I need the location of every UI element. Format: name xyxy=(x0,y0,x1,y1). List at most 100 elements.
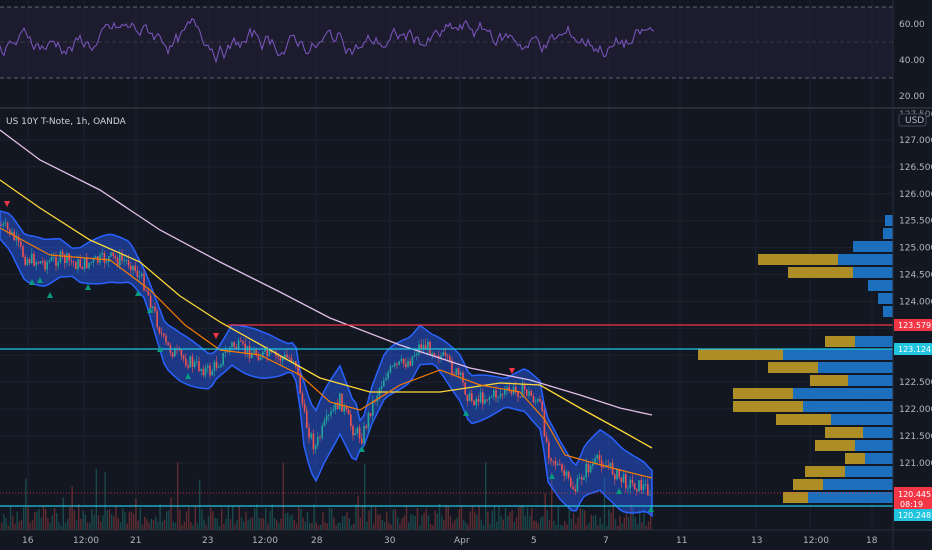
candle-body xyxy=(0,225,2,226)
price-tick: 121.000 xyxy=(899,459,932,469)
volume-bar xyxy=(566,524,568,530)
candle-body xyxy=(622,474,625,483)
candle-body xyxy=(323,420,326,426)
candle-body xyxy=(46,262,48,270)
sell-signal-marker xyxy=(213,333,219,339)
volume-bar xyxy=(555,524,557,530)
volume-profile-down xyxy=(815,440,855,451)
volume-bar xyxy=(485,462,487,530)
volume-profile-down xyxy=(698,349,783,360)
candle-body xyxy=(35,262,37,266)
candle-body xyxy=(387,372,389,379)
volume-bar xyxy=(7,525,9,530)
volume-profile-down xyxy=(783,492,808,503)
volume-bar xyxy=(218,525,221,530)
volume-bar xyxy=(80,518,82,530)
volume-bar xyxy=(163,519,166,530)
volume-bar xyxy=(377,514,379,530)
candle-body xyxy=(198,361,200,371)
candle-body xyxy=(20,241,22,247)
volume-bar xyxy=(394,509,397,530)
candle-body xyxy=(167,342,169,346)
volume-bar xyxy=(212,511,214,530)
volume-bar xyxy=(647,521,650,530)
candle-body xyxy=(482,392,484,404)
resistance-price-tag[interactable] xyxy=(894,319,932,331)
volume-bar xyxy=(430,524,432,530)
volume-bar xyxy=(295,523,298,530)
time-tick: 13 xyxy=(751,536,762,546)
support-price-tag[interactable] xyxy=(894,343,932,355)
volume-bar xyxy=(124,511,126,530)
candle-body xyxy=(636,489,638,492)
time-tick: 28 xyxy=(311,536,323,546)
volume-bar xyxy=(491,510,493,530)
volume-bar xyxy=(58,522,60,530)
volume-profile-up xyxy=(885,215,893,226)
candle-body xyxy=(200,369,202,371)
candle-body xyxy=(88,262,90,268)
volume-bar xyxy=(339,522,342,530)
currency-badge[interactable] xyxy=(898,113,927,127)
volume-bar xyxy=(100,521,102,530)
buy-signal-marker xyxy=(47,292,53,298)
candle-body xyxy=(149,295,152,309)
price-axis[interactable]: 60.00 40.00 20.00 127.500 USD 127.000126… xyxy=(892,0,932,550)
candle-body xyxy=(627,488,629,489)
candle-body xyxy=(361,438,363,444)
volume-bar xyxy=(474,511,476,530)
volume-profile-up xyxy=(883,228,893,239)
volume-bar xyxy=(535,521,537,530)
volume-bar xyxy=(496,521,498,530)
volume-bar xyxy=(249,518,251,530)
volume-bar xyxy=(408,522,410,530)
volume-bar xyxy=(190,522,192,530)
volume-bar xyxy=(320,524,322,530)
candle-body xyxy=(154,306,156,312)
volume-bar xyxy=(95,468,97,530)
volume-bar xyxy=(449,516,452,530)
low-price-label: 120.248 xyxy=(898,511,931,520)
volume-bar xyxy=(469,511,471,530)
symbol-title[interactable]: US 10Y T-Note, 1h, OANDA xyxy=(6,117,127,127)
candle-body xyxy=(539,399,541,402)
volume-bar xyxy=(64,522,67,530)
volume-bar xyxy=(553,520,555,530)
time-tick: 5 xyxy=(531,536,537,546)
time-tick: 21 xyxy=(130,536,141,546)
candle-body xyxy=(466,394,469,401)
volume-bar xyxy=(333,517,335,530)
volume-bar xyxy=(570,518,573,530)
candle-body xyxy=(231,342,233,348)
price-pane[interactable] xyxy=(0,129,893,530)
rsi-pane[interactable] xyxy=(0,6,893,79)
volume-bar xyxy=(564,521,566,530)
bar-countdown-label: 08:19 xyxy=(900,500,923,509)
candle-body xyxy=(50,257,53,261)
volume-bar xyxy=(509,512,511,530)
time-tick: 7 xyxy=(603,536,609,546)
volume-bar xyxy=(34,512,36,530)
volume-profile-down xyxy=(776,414,831,425)
candle-body xyxy=(471,393,473,401)
candle-body xyxy=(193,361,196,367)
volume-bar xyxy=(636,524,639,530)
candle-body xyxy=(251,353,253,359)
candle-body xyxy=(537,399,539,402)
volume-bar xyxy=(614,518,617,530)
current-price-tag[interactable] xyxy=(894,487,932,511)
candle-body xyxy=(614,474,616,480)
candle-body xyxy=(350,414,352,427)
candle-body xyxy=(94,256,97,259)
volume-bar xyxy=(324,522,326,530)
time-axis[interactable]: 16 12:00 21 23 12:00 28 30 Apr 5 7 11 13… xyxy=(0,529,932,546)
volume-bar xyxy=(487,511,489,530)
volume-bar xyxy=(584,510,586,530)
candle-body xyxy=(48,260,51,263)
time-tick: 12:00 xyxy=(803,536,829,546)
volume-bar xyxy=(47,517,49,530)
low-price-tag[interactable] xyxy=(894,509,932,521)
volume-bar xyxy=(276,519,278,530)
candle-body xyxy=(158,327,161,333)
